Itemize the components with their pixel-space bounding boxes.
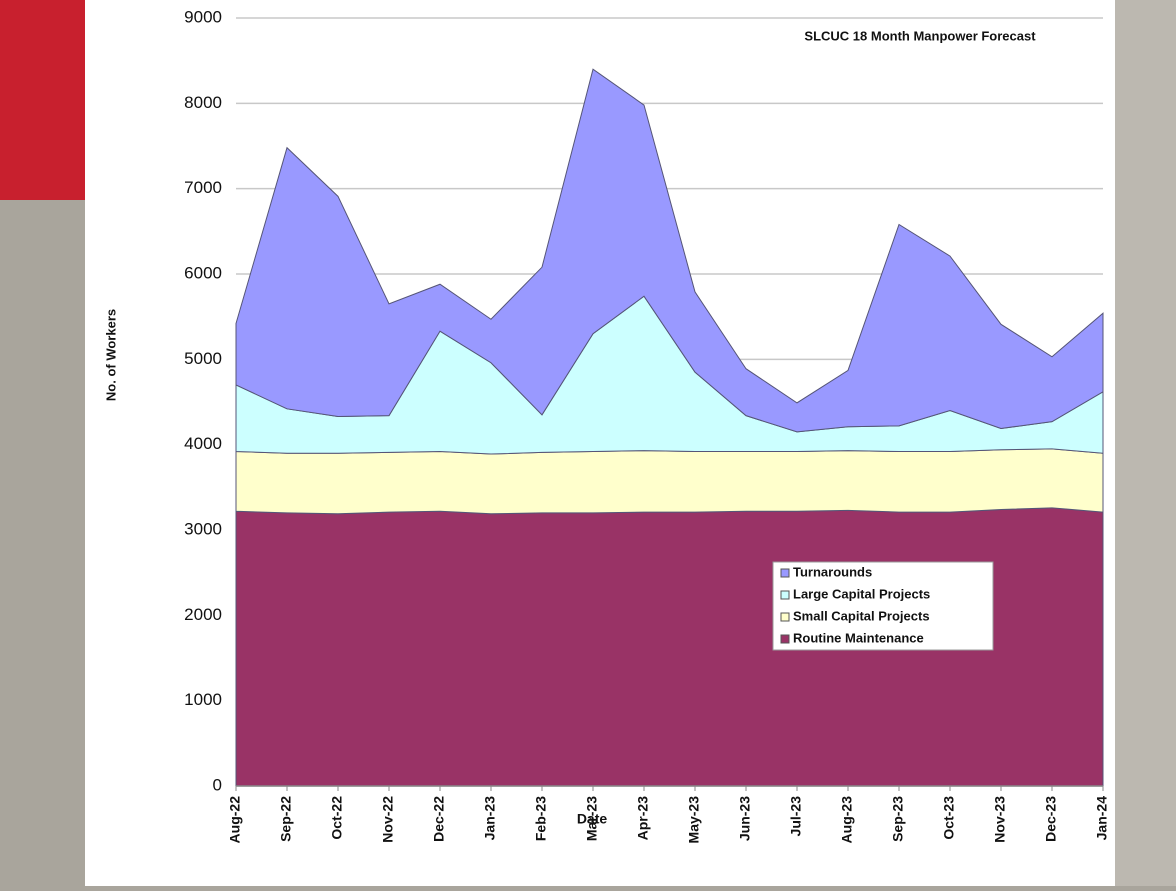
x-tick-label: Aug-22 (227, 796, 243, 844)
y-tick-label: 4000 (184, 434, 222, 453)
y-axis-label: No. of Workers (103, 309, 118, 401)
x-tick-label: Jul-23 (788, 796, 804, 837)
x-tick-label: Dec-22 (431, 796, 447, 842)
x-tick-label: Sep-22 (278, 796, 294, 842)
x-tick-label: Nov-22 (380, 796, 396, 843)
legend-swatch (780, 590, 790, 600)
x-tick-label: Apr-23 (635, 796, 651, 841)
x-tick-label: Oct-22 (329, 796, 345, 840)
right-wall (1115, 0, 1176, 886)
x-tick-label: Dec-23 (1043, 796, 1059, 842)
x-tick-label: Mar-23 (584, 796, 600, 841)
y-tick-label: 5000 (184, 349, 222, 368)
x-tick-label: Feb-23 (533, 796, 549, 841)
y-tick-label: 8000 (184, 93, 222, 112)
legend-label: Small Capital Projects (793, 608, 930, 623)
legend-label: Large Capital Projects (793, 586, 930, 601)
legend-label: Turnarounds (793, 564, 872, 579)
legend-box (772, 561, 994, 651)
x-tick-label: Jan-23 (482, 796, 498, 841)
x-tick-label: Jan-24 (1094, 796, 1110, 841)
y-tick-label: 9000 (184, 7, 222, 26)
y-tick-label: 3000 (184, 519, 222, 538)
x-tick-label: May-23 (686, 796, 702, 844)
x-tick-label: Aug-23 (839, 796, 855, 844)
y-tick-label: 6000 (184, 263, 222, 282)
x-tick-label: Sep-23 (890, 796, 906, 842)
x-tick-label: Nov-23 (992, 796, 1008, 843)
y-tick-label: 2000 (184, 605, 222, 624)
y-tick-label: 1000 (184, 690, 222, 709)
x-tick-label: Jun-23 (737, 796, 753, 841)
chart-title: SLCUC 18 Month Manpower Forecast (804, 28, 1036, 43)
area (235, 448, 1104, 515)
red-block (0, 0, 85, 200)
x-tick-label: Oct-23 (941, 796, 957, 840)
legend-label: Routine Maintenance (793, 630, 924, 645)
area (235, 68, 1104, 433)
legend-swatch (780, 568, 790, 578)
legend-swatch (780, 612, 790, 622)
x-axis-label: Date (577, 811, 608, 827)
y-tick-label: 0 (213, 775, 222, 794)
y-tick-label: 7000 (184, 178, 222, 197)
legend-swatch (780, 634, 790, 644)
